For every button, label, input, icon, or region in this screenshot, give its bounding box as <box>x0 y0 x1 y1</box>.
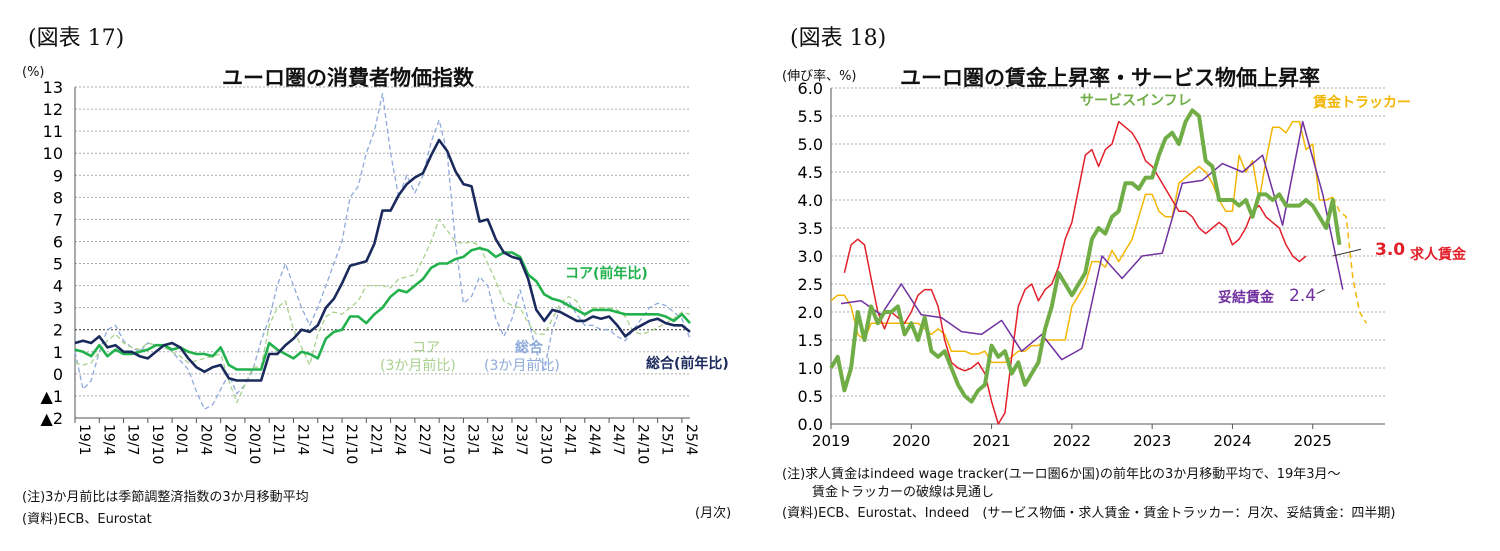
y-tick-label: 5.5 <box>798 107 823 126</box>
x-tick-label: 20/1 <box>173 424 189 455</box>
series-line-総合(3か月前比) <box>74 92 691 410</box>
x-tick-label: 2024 <box>1213 432 1251 450</box>
y-tick-label: 3.0 <box>798 247 823 266</box>
y-tick-label: ▲2 <box>41 409 63 428</box>
x-tick-label: 2019 <box>812 432 850 450</box>
x-tick-label: 20/10 <box>246 424 262 464</box>
x-tick-label: 24/4 <box>586 424 602 456</box>
chart-title-18: ユーロ圏の賃金上昇率・サービス物価上昇率 <box>900 66 1320 90</box>
y-tick-label: 1.5 <box>798 331 823 350</box>
series-line-賃金トラッカー(見通し) <box>1332 196 1367 324</box>
y-tick-label: 3 <box>53 299 63 318</box>
y-tick-label: 12 <box>43 100 63 119</box>
x-tick-label: 2023 <box>1133 432 1171 450</box>
label-core-3m-line1: コア <box>412 340 440 356</box>
series-line-妥結賃金 <box>840 120 1344 361</box>
label-negotiated: 妥結賃金 <box>1218 290 1274 306</box>
y-tick-label: 13 <box>43 78 63 97</box>
x-tick-label: 21/4 <box>294 424 310 456</box>
x-tick-label: 23/1 <box>464 424 480 455</box>
y-tick-label: 6.0 <box>798 79 823 98</box>
x-tick-label: 25/1 <box>659 424 675 455</box>
series-line-総合(前年比) <box>74 138 691 382</box>
y-tick-label: ▲1 <box>41 387 63 406</box>
x-tick-label: 19/10 <box>149 424 165 464</box>
label-tracker: 賃金トラッカー <box>1313 95 1411 111</box>
label-services: サービスインフレ <box>1080 93 1192 109</box>
x-tick-label: 22/4 <box>392 424 408 456</box>
x-tick-label: 22/1 <box>367 424 383 455</box>
x-tick-label: 20/7 <box>222 424 238 455</box>
y-tick-label: 11 <box>43 122 63 141</box>
y-tick-label: 3.5 <box>798 219 823 238</box>
label-core-3m-line2: (3か月前比) <box>380 358 456 374</box>
y-tick-label: 9 <box>53 166 63 185</box>
note-18: (注)求人賃金はindeed wage tracker(ユーロ圏6か国)の前年比… <box>782 467 1341 482</box>
x-tick-label: 21/7 <box>319 424 335 455</box>
x-tick-label: 21/1 <box>270 424 286 455</box>
x-tick-label: 23/10 <box>537 424 553 464</box>
x-tick-label: 2020 <box>892 432 930 450</box>
series-line-コア(前年比) <box>74 246 691 371</box>
x-tick-label: 19/7 <box>125 424 141 455</box>
y-tick-label: 0 <box>53 365 63 384</box>
y-unit-18: (伸び率、%) <box>782 69 857 84</box>
x-tick-label: 25/4 <box>683 424 699 456</box>
x-unit-17: (月次) <box>695 506 732 521</box>
y-tick-label: 2 <box>53 321 63 340</box>
source-18: (資料)ECB、Eurostat、Indeed (サービス物価・求人賃金・賃金ト… <box>782 506 1396 521</box>
label-core-yoy: コア(前年比) <box>565 266 648 282</box>
x-tick-label: 22/10 <box>440 424 456 464</box>
series-line-賃金トラッカー <box>830 120 1334 364</box>
y-tick-label: 0.0 <box>798 415 823 434</box>
x-tick-label: 2022 <box>1053 432 1091 450</box>
leader-line-negotiated <box>1316 289 1325 294</box>
leader-line-posted <box>1332 248 1362 257</box>
x-tick-label: 24/10 <box>634 424 650 464</box>
figure-label-17: (図表 17) <box>28 26 125 51</box>
x-tick-label: 22/7 <box>416 424 432 455</box>
label-posted-value: 3.0 <box>1375 240 1406 260</box>
y-tick-label: 4.0 <box>798 191 823 210</box>
y-tick-label: 2.5 <box>798 275 823 294</box>
x-tick-label: 24/7 <box>610 424 626 455</box>
source-17: (資料)ECB、Eurostat <box>22 512 152 527</box>
x-tick-label: 23/4 <box>489 424 505 456</box>
x-tick-label: 2025 <box>1294 432 1332 450</box>
x-tick-label: 23/7 <box>513 424 529 455</box>
y-tick-label: 4 <box>53 277 63 296</box>
label-head-3m-line2: (3か月前比) <box>484 358 560 374</box>
y-tick-label: 1 <box>53 343 63 362</box>
x-tick-label: 20/4 <box>197 424 213 456</box>
chart-title-17: ユーロ圏の消費者物価指数 <box>222 66 474 90</box>
note-17: (注)3か月前比は季節調整済指数の3か月移動平均 <box>22 490 309 505</box>
x-tick-label: 19/4 <box>100 424 116 456</box>
y-tick-label: 7 <box>53 210 63 229</box>
series-line-サービスインフレ <box>829 108 1342 404</box>
label-head-yoy: 総合(前年比) <box>646 356 729 372</box>
figure-label-18: (図表 18) <box>790 26 887 51</box>
y-tick-label: 5.0 <box>798 135 823 154</box>
x-tick-label: 21/10 <box>343 424 359 464</box>
y-tick-label: 4.5 <box>798 163 823 182</box>
y-tick-label: 0.5 <box>798 387 823 406</box>
note-18-cont: 賃金トラッカーの破線は見通し <box>812 485 995 500</box>
x-tick-label: 24/1 <box>562 424 578 455</box>
label-posted: 求人賃金 <box>1410 247 1466 263</box>
label-negotiated-value: 2.4 <box>1289 286 1317 306</box>
x-tick-label: 19/1 <box>76 424 92 455</box>
y-tick-label: 5 <box>53 255 63 274</box>
y-tick-label: 6 <box>53 232 63 251</box>
series-line-求人賃金 <box>843 120 1307 425</box>
y-tick-label: 2.0 <box>798 303 823 322</box>
y-tick-label: 8 <box>53 188 63 207</box>
y-tick-label: 10 <box>43 144 63 163</box>
label-head-3m-line1: 総合 <box>515 340 543 356</box>
y-tick-label: 1.0 <box>798 359 823 378</box>
x-tick-label: 2021 <box>972 432 1010 450</box>
y-unit-17: (%) <box>22 65 45 80</box>
